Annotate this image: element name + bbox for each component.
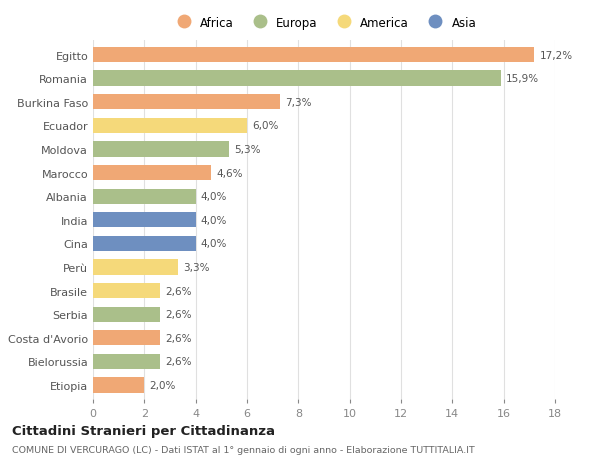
Text: 2,0%: 2,0% <box>149 380 176 390</box>
Bar <box>93 142 229 157</box>
Bar <box>93 283 160 299</box>
Bar <box>93 354 160 369</box>
Text: 3,3%: 3,3% <box>183 263 209 273</box>
Text: 7,3%: 7,3% <box>286 98 312 107</box>
Bar <box>93 307 160 322</box>
Text: 2,6%: 2,6% <box>165 357 191 367</box>
Bar <box>93 213 196 228</box>
Text: 4,0%: 4,0% <box>201 239 227 249</box>
Bar <box>93 48 535 63</box>
Bar <box>93 260 178 275</box>
Bar <box>93 118 247 134</box>
Bar <box>93 95 280 110</box>
Text: 2,6%: 2,6% <box>165 333 191 343</box>
Text: 5,3%: 5,3% <box>234 145 260 155</box>
Text: 6,0%: 6,0% <box>252 121 278 131</box>
Text: 4,0%: 4,0% <box>201 215 227 225</box>
Bar <box>93 166 211 181</box>
Bar <box>93 236 196 252</box>
Text: 2,6%: 2,6% <box>165 309 191 319</box>
Text: 17,2%: 17,2% <box>539 50 573 61</box>
Text: Cittadini Stranieri per Cittadinanza: Cittadini Stranieri per Cittadinanza <box>12 425 275 437</box>
Text: 4,0%: 4,0% <box>201 192 227 202</box>
Bar <box>93 189 196 204</box>
Legend: Africa, Europa, America, Asia: Africa, Europa, America, Asia <box>169 14 479 32</box>
Text: COMUNE DI VERCURAGO (LC) - Dati ISTAT al 1° gennaio di ogni anno - Elaborazione : COMUNE DI VERCURAGO (LC) - Dati ISTAT al… <box>12 445 475 454</box>
Bar <box>93 378 145 393</box>
Text: 2,6%: 2,6% <box>165 286 191 296</box>
Bar <box>93 330 160 346</box>
Text: 15,9%: 15,9% <box>506 74 539 84</box>
Text: 4,6%: 4,6% <box>216 168 242 178</box>
Bar <box>93 71 501 87</box>
